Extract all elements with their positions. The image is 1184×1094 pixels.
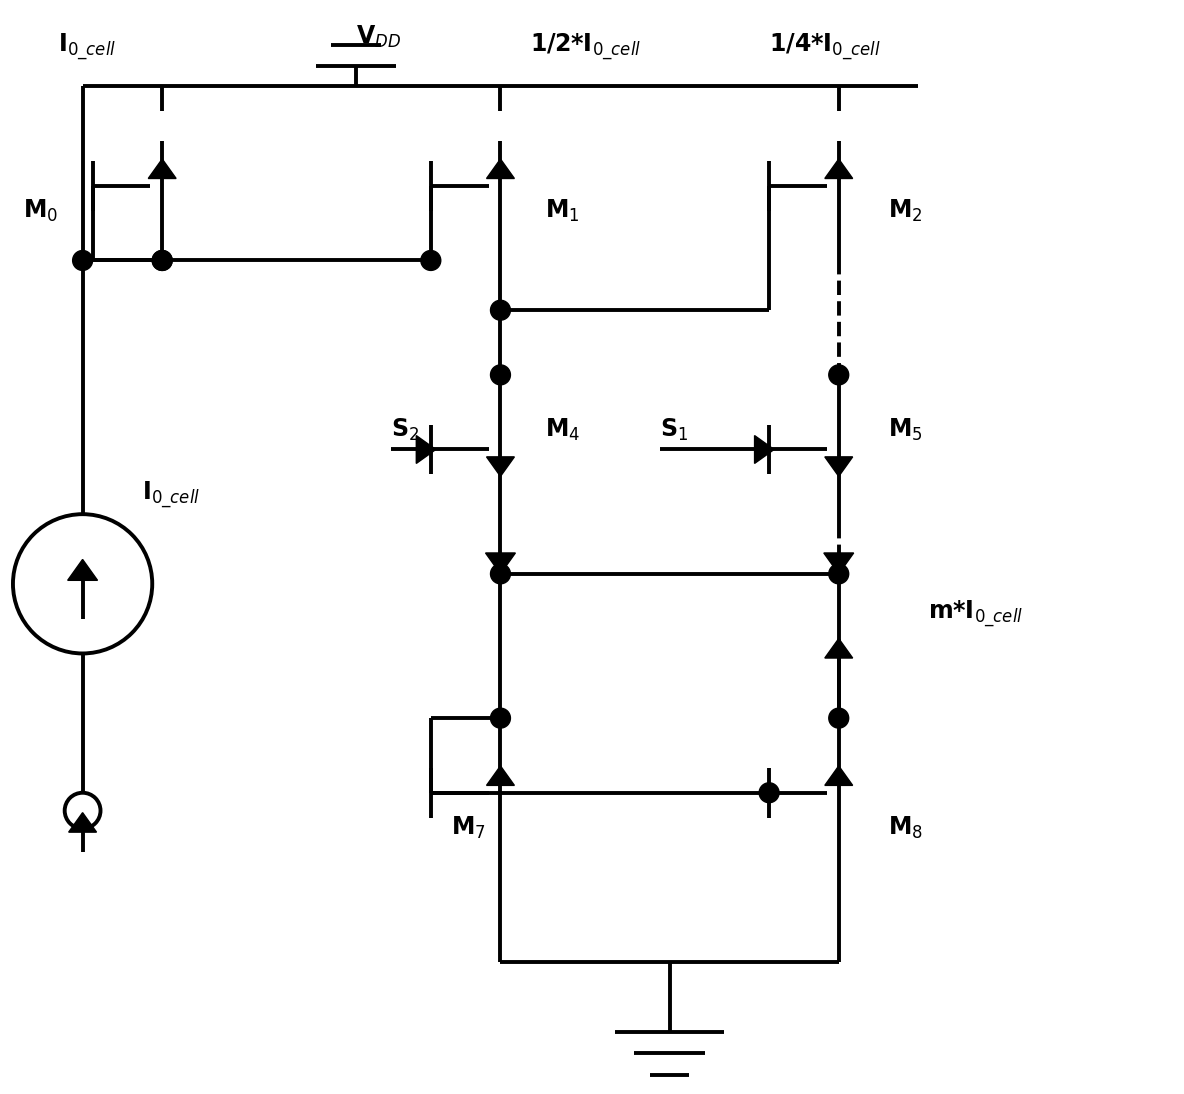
Text: m*I$_{0\_cell}$: m*I$_{0\_cell}$ (928, 598, 1023, 629)
Circle shape (490, 365, 510, 385)
Circle shape (420, 251, 440, 270)
Text: 1/4*I$_{0\_cell}$: 1/4*I$_{0\_cell}$ (770, 32, 881, 62)
Polygon shape (69, 813, 97, 833)
Circle shape (153, 251, 172, 270)
Polygon shape (754, 435, 774, 464)
Polygon shape (417, 435, 436, 464)
Polygon shape (825, 639, 852, 657)
Polygon shape (67, 559, 97, 580)
Text: I$_{0\_cell}$: I$_{0\_cell}$ (142, 479, 200, 510)
Polygon shape (487, 766, 514, 785)
Text: M$_2$: M$_2$ (888, 198, 924, 224)
Polygon shape (825, 159, 852, 178)
Circle shape (759, 783, 779, 803)
Polygon shape (148, 159, 176, 178)
Text: M$_4$: M$_4$ (546, 417, 580, 443)
Polygon shape (485, 552, 515, 574)
Text: I$_{0\_cell}$: I$_{0\_cell}$ (58, 32, 116, 62)
Circle shape (829, 365, 849, 385)
Text: V$_{DD}$: V$_{DD}$ (356, 23, 401, 49)
Polygon shape (825, 766, 852, 785)
Text: M$_7$: M$_7$ (451, 814, 485, 840)
Circle shape (490, 300, 510, 321)
Text: M$_8$: M$_8$ (888, 814, 924, 840)
Polygon shape (824, 552, 854, 574)
Polygon shape (487, 159, 514, 178)
Circle shape (490, 708, 510, 729)
Text: M$_5$: M$_5$ (888, 417, 924, 443)
Text: S$_1$: S$_1$ (659, 417, 688, 443)
Text: M$_0$: M$_0$ (22, 198, 58, 224)
Circle shape (829, 708, 849, 729)
Text: M$_1$: M$_1$ (546, 198, 580, 224)
Polygon shape (825, 457, 852, 476)
Text: 1/2*I$_{0\_cell}$: 1/2*I$_{0\_cell}$ (530, 32, 642, 62)
Polygon shape (487, 457, 514, 476)
Circle shape (490, 563, 510, 584)
Circle shape (829, 563, 849, 584)
Circle shape (153, 251, 172, 270)
Circle shape (72, 251, 92, 270)
Text: S$_2$: S$_2$ (391, 417, 419, 443)
